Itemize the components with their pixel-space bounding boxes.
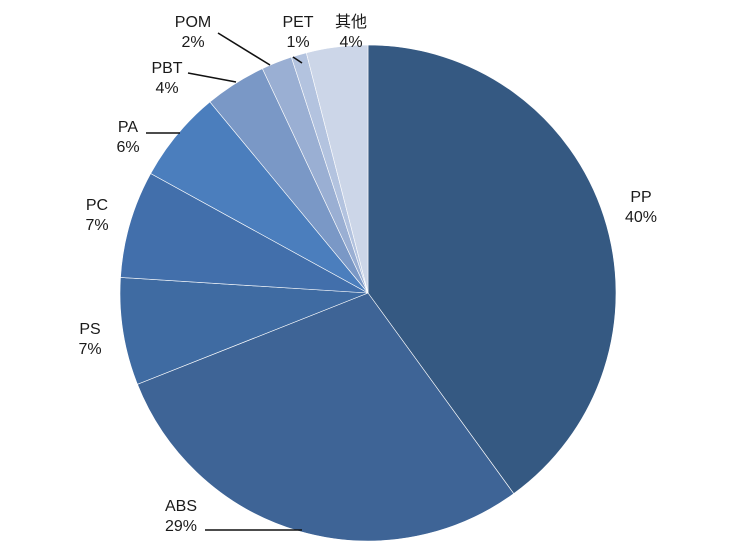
leader-lines bbox=[146, 32, 303, 531]
slice-label-pa: PA 6% bbox=[116, 119, 139, 156]
category-label: 其他 bbox=[335, 13, 367, 31]
slice-label-pbt: PBT 4% bbox=[151, 60, 182, 97]
category-label: PA bbox=[118, 119, 138, 136]
value-label: 4% bbox=[339, 34, 362, 51]
value-label: 1% bbox=[286, 34, 309, 51]
value-label: 7% bbox=[78, 341, 101, 358]
leader-line-pet bbox=[292, 56, 303, 64]
pie-slice-abs bbox=[137, 292, 515, 542]
slice-labels: PP 40% ABS 29% PS 7% PC 7% PA 6% PBT 4% POM 2% PET 1% 其他… bbox=[78, 13, 657, 535]
pie-slice-pc bbox=[120, 173, 369, 294]
pie-slice-其他 bbox=[305, 44, 369, 294]
value-label: 4% bbox=[155, 80, 178, 97]
category-label: PBT bbox=[151, 60, 182, 77]
pie-slice-pp bbox=[367, 44, 617, 495]
value-label: 29% bbox=[165, 518, 197, 535]
category-label: PC bbox=[86, 197, 108, 214]
slice-label-pp: PP 40% bbox=[625, 189, 657, 226]
value-label: 7% bbox=[85, 217, 108, 234]
slice-label-abs: ABS 29% bbox=[165, 498, 197, 535]
slice-label-其他: 其他 4% bbox=[335, 13, 367, 51]
slice-label-pet: PET 1% bbox=[282, 14, 313, 51]
pie-slices bbox=[119, 44, 617, 542]
category-label: POM bbox=[175, 14, 211, 31]
category-label: PET bbox=[282, 14, 313, 31]
category-label: ABS bbox=[165, 498, 197, 515]
leader-line-pbt bbox=[187, 72, 237, 83]
pie-slice-ps bbox=[119, 277, 369, 385]
slice-label-pc: PC 7% bbox=[85, 197, 108, 234]
slice-label-ps: PS 7% bbox=[78, 321, 101, 358]
leader-line-pom bbox=[217, 32, 271, 66]
value-label: 40% bbox=[625, 209, 657, 226]
category-label: PP bbox=[630, 189, 651, 206]
value-label: 2% bbox=[181, 34, 204, 51]
category-label: PS bbox=[79, 321, 100, 338]
slice-label-pom: POM 2% bbox=[175, 14, 211, 51]
value-label: 6% bbox=[116, 139, 139, 156]
